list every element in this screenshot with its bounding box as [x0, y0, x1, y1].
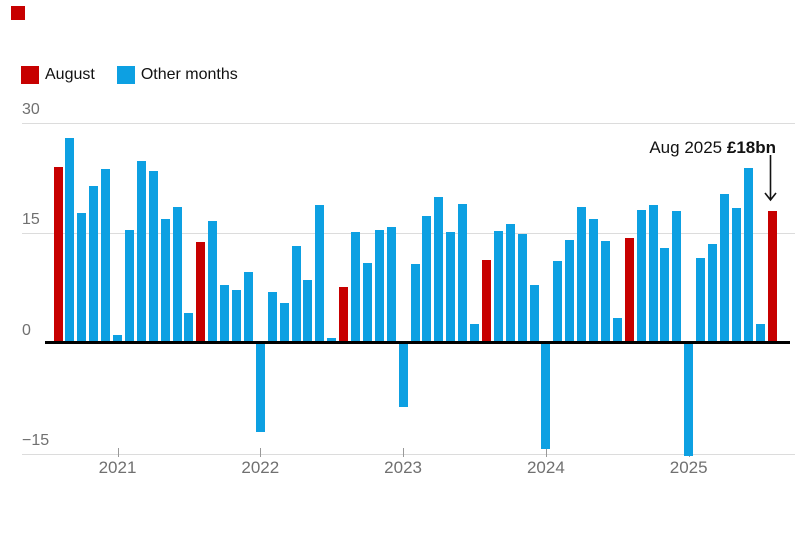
x-axis-tick-2021	[117, 448, 119, 457]
annotation-aug-2025: Aug 2025 £18bn	[520, 138, 776, 158]
bar-nov-2024	[660, 247, 670, 344]
x-axis-label-2021: 2021	[98, 458, 137, 477]
bar-jun-2021	[172, 206, 182, 344]
bar-dec-2022	[386, 227, 396, 344]
bar-may-2021	[160, 218, 170, 344]
bar-feb-2023	[410, 264, 420, 344]
legend-item-august: August	[21, 66, 95, 84]
bar-jun-2022	[315, 204, 325, 344]
bar-jul-2025	[755, 323, 765, 344]
bar-apr-2024	[577, 206, 587, 344]
bar-feb-2021	[124, 229, 134, 344]
bar-jun-2023	[458, 203, 468, 344]
bar-may-2024	[589, 219, 598, 344]
bar-dec-2020	[101, 168, 111, 344]
chart-legend: August Other months	[21, 66, 238, 84]
bar-aug-2022	[339, 286, 349, 344]
cursor-marker-icon	[11, 6, 25, 20]
bar-oct-2023	[505, 223, 515, 344]
bar-nov-2023	[517, 234, 527, 344]
bar-nov-2022	[374, 230, 384, 344]
bar-nov-2021	[232, 289, 241, 344]
y-axis-label-15: 15	[22, 211, 40, 229]
bar-jan-2023	[398, 343, 408, 408]
bar-jul-2022	[327, 338, 337, 344]
bar-apr-2023	[434, 197, 444, 344]
x-axis-label-2023: 2023	[384, 458, 422, 477]
bar-sep-2020	[65, 138, 75, 344]
bar-mar-2023	[422, 215, 432, 344]
bar-may-2025	[731, 208, 741, 344]
bar-nov-2020	[89, 186, 99, 344]
x-axis-label-2025: 2025	[669, 458, 708, 477]
bar-mar-2025	[708, 243, 717, 344]
bar-feb-2025	[696, 258, 706, 344]
y-axis-label-0: 0	[22, 321, 31, 339]
gridline-15	[22, 233, 795, 235]
bar-sep-2023	[493, 231, 503, 344]
bar-aug-2024	[624, 238, 634, 344]
bar-mar-2021	[136, 161, 146, 344]
bar-sep-2022	[351, 231, 360, 344]
bar-feb-2024	[553, 261, 563, 344]
x-axis-tick-2024	[545, 448, 547, 457]
down-arrow-icon	[764, 155, 777, 202]
x-axis-tick-2022	[260, 448, 262, 457]
bar-jun-2025	[743, 167, 753, 344]
legend-label-august: August	[45, 66, 95, 83]
bar-dec-2024	[672, 211, 682, 344]
annotation-text: Aug 2025	[649, 138, 727, 157]
y-axis-label-30: 30	[22, 101, 40, 118]
bar-jun-2024	[600, 240, 610, 344]
bar-mar-2022	[279, 303, 289, 344]
bar-jul-2021	[184, 312, 194, 344]
legend-swatch-other-months	[116, 66, 135, 84]
bar-feb-2022	[267, 292, 277, 344]
bar-oct-2022	[362, 262, 372, 344]
x-axis-tick-2023	[403, 448, 405, 457]
gridline-30	[22, 123, 795, 124]
x-axis-zero-line	[45, 341, 790, 344]
bar-mar-2024	[565, 239, 575, 344]
bar-apr-2021	[148, 170, 158, 344]
bar-sep-2024	[636, 209, 646, 344]
gridline--15	[22, 453, 795, 455]
legend-label-other-months: Other months	[140, 66, 238, 83]
bar-aug-2021	[196, 242, 206, 344]
bar-apr-2025	[719, 193, 729, 344]
bar-may-2022	[303, 280, 313, 344]
x-axis-label-2024: 2024	[526, 458, 565, 477]
bar-aug-2025	[767, 211, 777, 344]
bar-sep-2021	[208, 220, 218, 344]
x-axis-label-2022: 2022	[241, 458, 280, 477]
bar-dec-2023	[529, 284, 539, 344]
bar-may-2023	[446, 231, 456, 344]
bar-jan-2025	[684, 343, 694, 456]
bar-oct-2021	[220, 284, 230, 344]
bar-oct-2024	[648, 205, 658, 344]
annotation-value: £18bn	[726, 138, 776, 157]
bar-apr-2022	[291, 245, 301, 344]
bar-jul-2023	[470, 324, 479, 344]
bar-dec-2021	[243, 272, 253, 344]
bar-jan-2022	[255, 343, 265, 432]
bar-aug-2023	[481, 260, 491, 344]
bar-jan-2021	[113, 334, 122, 344]
legend-item-other-months: Other months	[116, 66, 238, 84]
bar-aug-2020	[53, 167, 63, 344]
y-axis-label--15: −15	[22, 431, 50, 449]
legend-swatch-august	[21, 66, 39, 84]
bar-jul-2024	[612, 317, 622, 344]
bar-oct-2020	[77, 212, 87, 344]
bar-jan-2024	[541, 343, 551, 450]
